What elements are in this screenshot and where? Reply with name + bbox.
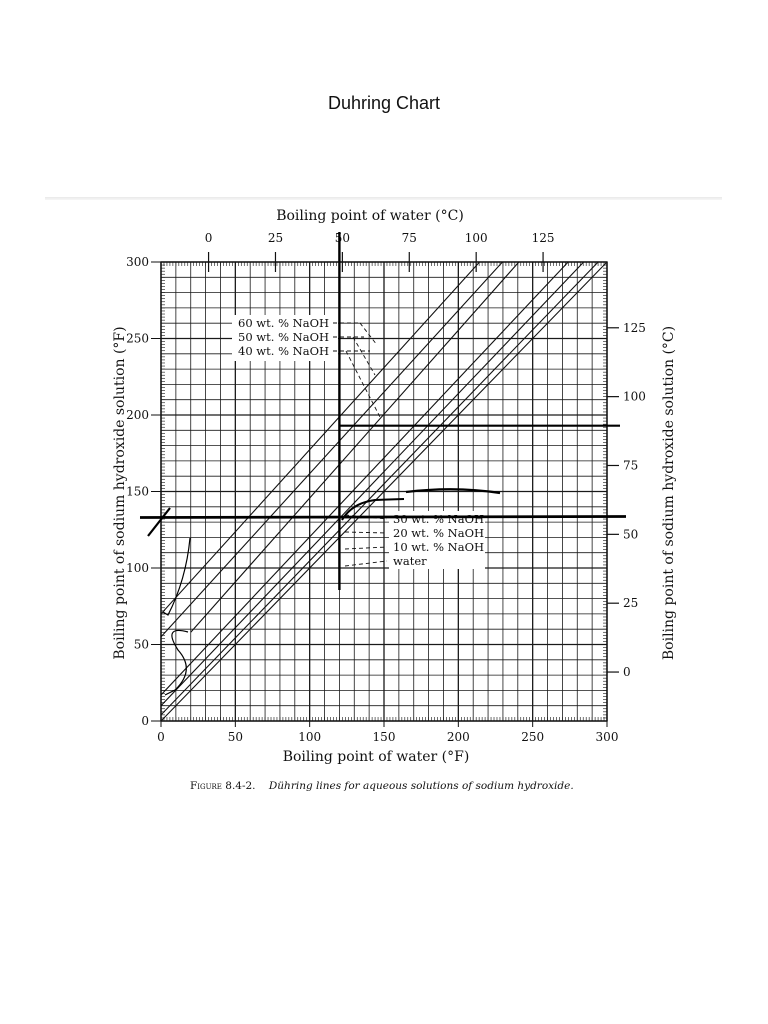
y-tick-label: 0 <box>141 714 149 728</box>
legend-lower-leader <box>344 560 388 567</box>
legend-lower-entry: 20 wt. % NaOH <box>393 526 484 540</box>
y2-tick-label: 25 <box>623 596 638 610</box>
hand-curve-to-30 <box>341 498 405 521</box>
y-tick-label: 100 <box>126 561 149 575</box>
y2-tick-label: 100 <box>623 390 646 404</box>
x-tick-label: 0 <box>157 730 165 744</box>
legend-lower-leader <box>344 531 388 534</box>
legend-lower-entry: 30 wt. % NaOH <box>393 512 484 526</box>
x2-tick-label: 125 <box>532 231 555 245</box>
y2-tick-label: 0 <box>623 665 631 679</box>
page-title: Duhring Chart <box>327 93 441 113</box>
series-line-50-wt-naoh <box>161 262 504 638</box>
y2-tick-label: 50 <box>623 527 638 541</box>
x2-tick-label: 0 <box>205 231 213 245</box>
y-tick-label: 300 <box>126 255 149 269</box>
x-axis-title: Boiling point of water (°F) <box>283 749 470 765</box>
y2-axis-title: Boiling point of sodium hydroxide soluti… <box>661 326 677 660</box>
series-line-20-wt-naoh <box>161 262 585 707</box>
y-tick-label: 50 <box>134 638 149 652</box>
legend-lower-leader <box>344 546 388 550</box>
hand-horizontal-line-lower <box>139 515 627 519</box>
x-tick-label: 150 <box>373 730 396 744</box>
y-tick-label: 200 <box>126 408 149 422</box>
series-line-10-wt-naoh <box>161 262 599 716</box>
hand-curve-left-upper <box>162 537 191 616</box>
legend-lower-entry: water <box>393 554 427 568</box>
series-line-30-wt-naoh <box>161 262 569 696</box>
x2-tick-label: 75 <box>402 231 417 245</box>
hand-slash-mark <box>147 507 171 537</box>
y-tick-label: 250 <box>126 332 149 346</box>
x-tick-label: 200 <box>447 730 470 744</box>
figure-caption: Figure 8.4-2. Dühring lines for aqueous … <box>190 780 710 792</box>
x2-tick-label: 100 <box>465 231 488 245</box>
y2-tick-label: 125 <box>623 321 646 335</box>
duhring-lines <box>161 262 607 721</box>
figure-caption-text: Dühring lines for aqueous solutions of s… <box>268 780 574 792</box>
series-line-40-wt-naoh <box>190 262 520 633</box>
grid <box>160 261 608 722</box>
y2-tick-label: 75 <box>623 458 638 472</box>
hand-annotations <box>139 232 627 696</box>
legend-lower-bg <box>389 511 485 569</box>
legend-upper-entry: 60 wt. % NaOH <box>238 316 329 330</box>
legend-upper-pointer <box>352 336 376 376</box>
x-tick-label: 100 <box>298 730 321 744</box>
hand-scribble-top <box>405 488 501 495</box>
legend-upper-bg <box>232 315 338 361</box>
y-axis-title: Boiling point of sodium hydroxide soluti… <box>112 326 128 659</box>
x-tick-label: 250 <box>521 730 544 744</box>
series-line-60-wt-naoh <box>161 262 481 615</box>
x-tick-label: 50 <box>228 730 243 744</box>
hand-curve-left-lower <box>164 629 189 696</box>
legend-upper-pointer <box>345 350 381 418</box>
legend-lower-entry: 10 wt. % NaOH <box>393 540 484 554</box>
legend-upper-entry: 40 wt. % NaOH <box>238 344 329 358</box>
legend-upper-pointer <box>359 322 378 346</box>
x2-axis-title: Boiling point of water (°C) <box>276 208 464 224</box>
y-tick-label: 150 <box>126 485 149 499</box>
figure-label: Figure 8.4-2. <box>190 780 256 792</box>
x2-tick-label: 25 <box>268 231 283 245</box>
x-tick-label: 300 <box>596 730 619 744</box>
scan-edge <box>45 197 722 200</box>
x2-tick-label: 50 <box>335 231 350 245</box>
legend-upper-entry: 50 wt. % NaOH <box>238 330 329 344</box>
series-line-water <box>161 262 607 721</box>
